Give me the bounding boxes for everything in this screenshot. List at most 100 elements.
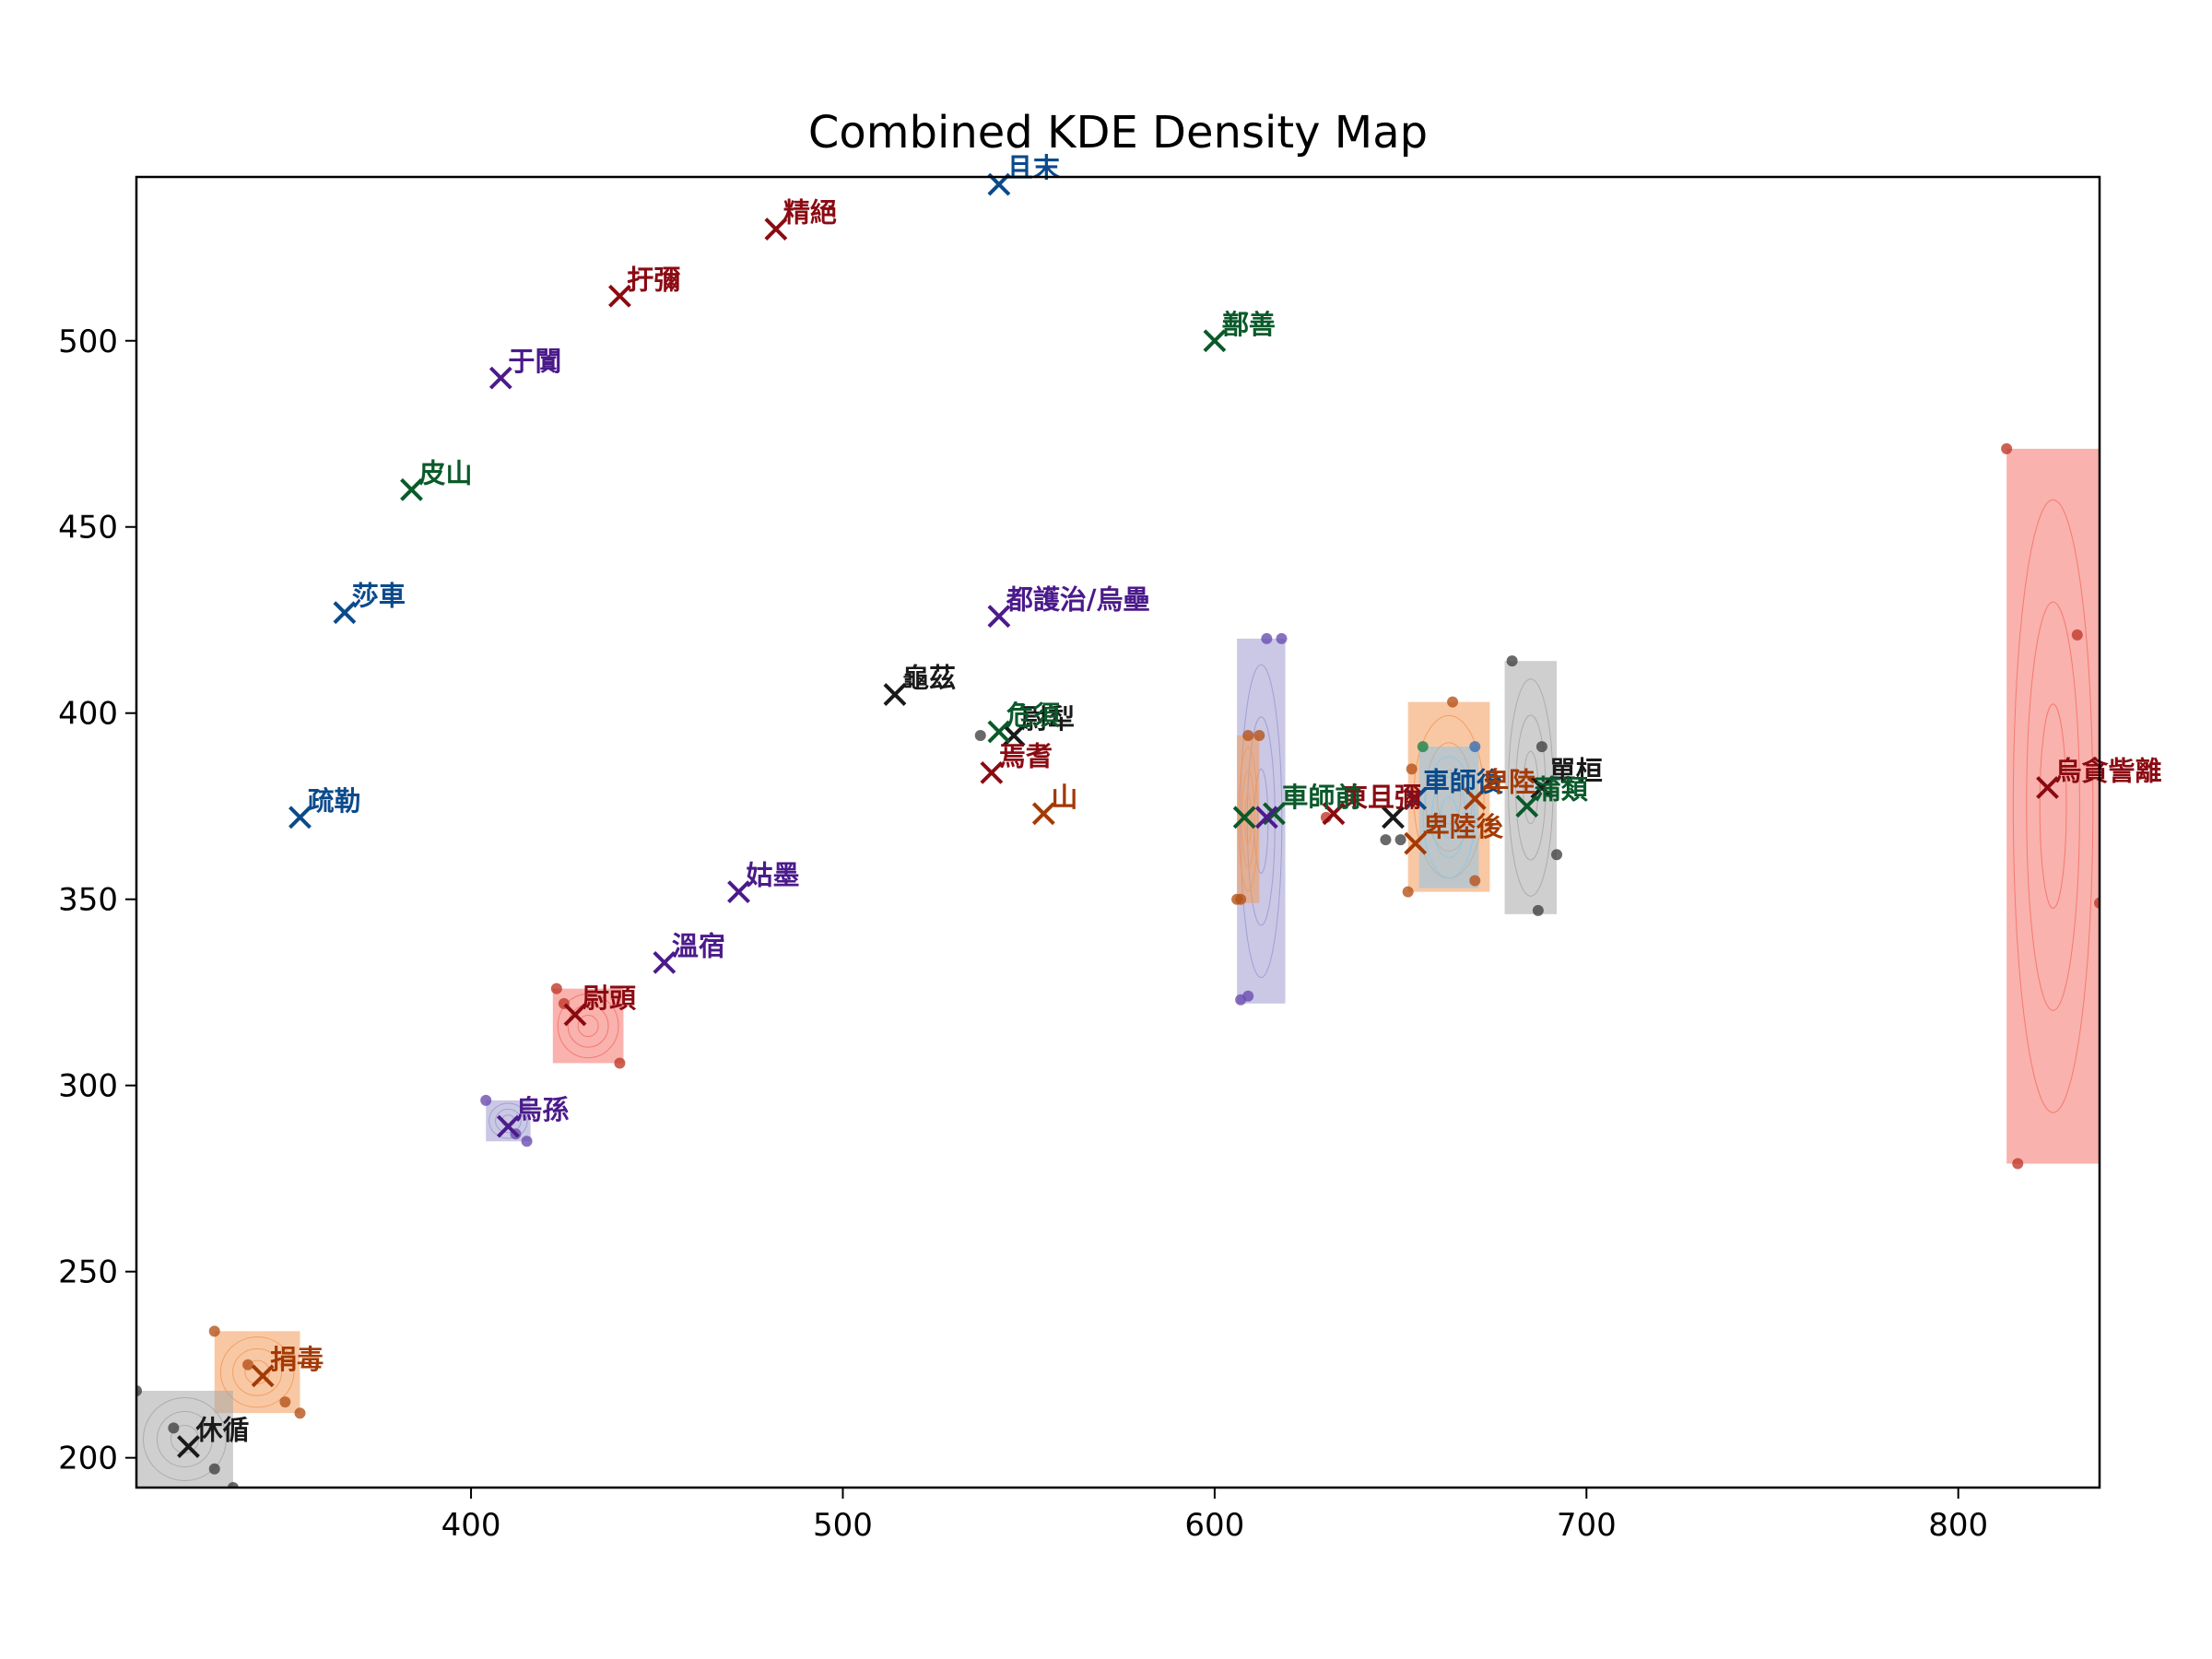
density-contour-5-3 <box>1422 756 1476 879</box>
centroid-marker-16 <box>563 1003 587 1027</box>
sample-point-17 <box>1469 875 1481 887</box>
centroid-marker-29 <box>1232 806 1256 830</box>
sample-point-3 <box>2012 1158 2024 1170</box>
density-contour-3-2 <box>1515 714 1547 861</box>
sample-point-21 <box>1469 741 1481 753</box>
centroid-marker-2 <box>608 284 631 308</box>
point-label-23: 車師後 <box>1423 767 1504 798</box>
density-contour-9-1 <box>170 1424 199 1453</box>
centroid-marker-6 <box>333 601 357 625</box>
centroid-marker-23 <box>1404 787 1428 811</box>
sample-point-28 <box>614 1057 626 1069</box>
x-axis: 400 500 600 700 800 <box>441 1488 1988 1544</box>
sample-point-37 <box>168 1422 180 1434</box>
point-label-16: 尉頭 <box>582 982 637 1014</box>
point-label-11: 焉耆 <box>999 740 1053 771</box>
centroid-marker-14 <box>727 880 750 904</box>
point-label-0: 且末 <box>1006 152 1060 183</box>
point-label-8: 龜茲 <box>902 663 956 694</box>
density-contour-0-2 <box>2026 601 2080 1011</box>
sample-point-15 <box>1532 904 1544 916</box>
sample-point-13 <box>1535 741 1547 753</box>
point-label-4: 于闐 <box>508 346 561 377</box>
sample-point-12 <box>1506 655 1518 667</box>
point-label-6: 莎車 <box>352 581 406 612</box>
density-contour-6-2 <box>567 1004 609 1048</box>
sample-point-9 <box>1253 729 1265 741</box>
y-tick-label-0: 200 <box>58 1441 118 1477</box>
y-axis: 200 250 300 350 400 450 500 <box>58 324 136 1477</box>
sample-point-4 <box>1261 632 1273 644</box>
density-contour-2-3 <box>1238 747 1259 892</box>
sample-point-31 <box>521 1135 533 1147</box>
point-label-10: 危須 <box>1006 700 1061 731</box>
plot-frame <box>135 175 2101 1489</box>
centroid-marker-5 <box>400 477 423 501</box>
sample-point-29 <box>480 1094 492 1106</box>
centroid-marker-8 <box>883 683 907 706</box>
x-tick-label-2: 600 <box>1184 1507 1244 1544</box>
centroid-marker-19 <box>177 1435 200 1458</box>
point-label-9: 尉犁 <box>1021 703 1075 735</box>
point-label-20: 烏貪訾離 <box>2055 756 2162 787</box>
centroid-marker-11 <box>980 760 1004 784</box>
density-contour-8-3 <box>219 1336 295 1408</box>
centroid-marker-12 <box>1031 802 1055 826</box>
density-contour-9-2 <box>156 1410 213 1467</box>
density-region-5 <box>1418 747 1479 888</box>
point-label-17: 烏孫 <box>515 1094 569 1125</box>
sample-points <box>136 442 2100 1488</box>
sample-point-24 <box>974 729 986 741</box>
density-region-3 <box>1504 661 1558 914</box>
point-label-25: 東且彌 <box>1341 782 1421 813</box>
sample-point-22 <box>1394 834 1406 846</box>
sample-point-11 <box>1235 893 1247 905</box>
centroid-marker-20 <box>2036 776 2059 799</box>
density-contour-8-2 <box>232 1347 283 1396</box>
point-label-7: 都護治/烏壘 <box>1006 584 1150 616</box>
sample-point-0 <box>2001 442 2013 454</box>
point-label-19: 休循 <box>194 1415 249 1446</box>
point-label-21: 單桓 <box>1549 756 1603 787</box>
density-contour-9-3 <box>142 1396 227 1481</box>
density-contour-7-2 <box>495 1108 522 1134</box>
point-label-24: 卑陸 <box>1482 767 1535 798</box>
point-label-26: 車師前 <box>1281 782 1361 813</box>
density-contour-7-3 <box>488 1102 528 1139</box>
x-tick-label-1: 500 <box>813 1507 873 1544</box>
centroid-marker-30 <box>1254 806 1278 830</box>
centroid-marker-28 <box>1382 806 1405 830</box>
y-tick-label-6: 500 <box>58 324 118 360</box>
centroid-marker-3 <box>1203 329 1227 353</box>
centroid-marker-1 <box>764 218 788 241</box>
point-label-14: 姑墨 <box>747 860 800 891</box>
density-contour-5-1 <box>1440 796 1458 839</box>
point-label-1: 精絕 <box>783 197 837 229</box>
sample-point-20 <box>1417 741 1429 753</box>
density-contour-6-1 <box>577 1015 599 1038</box>
y-tick-label-5: 450 <box>58 510 118 547</box>
density-region-7 <box>486 1100 531 1142</box>
density-contour-0-3 <box>2012 499 2094 1113</box>
chart-title: Combined KDE Density Map <box>808 107 1428 159</box>
density-region-0 <box>2006 448 2100 1164</box>
point-label-13: 疏勒 <box>308 785 361 817</box>
point-label-18: 捐毒 <box>270 1344 324 1375</box>
point-label-15: 溫宿 <box>672 930 725 961</box>
centroid-marker-17 <box>496 1114 520 1138</box>
y-tick-label-4: 400 <box>58 696 118 733</box>
y-tick-label-3: 350 <box>58 882 118 919</box>
density-contour-3-1 <box>1523 750 1539 825</box>
sample-point-5 <box>1276 632 1288 644</box>
point-label-3: 鄯善 <box>1222 309 1276 340</box>
sample-point-16 <box>1447 696 1459 708</box>
sample-point-7 <box>1242 990 1254 1002</box>
density-contour-6-3 <box>557 993 619 1059</box>
point-label-27: 卑陸後 <box>1423 811 1504 842</box>
centroid-marker-10 <box>987 720 1011 744</box>
sample-point-8 <box>1242 729 1254 741</box>
point-label-22: 蒲類 <box>1535 774 1589 806</box>
